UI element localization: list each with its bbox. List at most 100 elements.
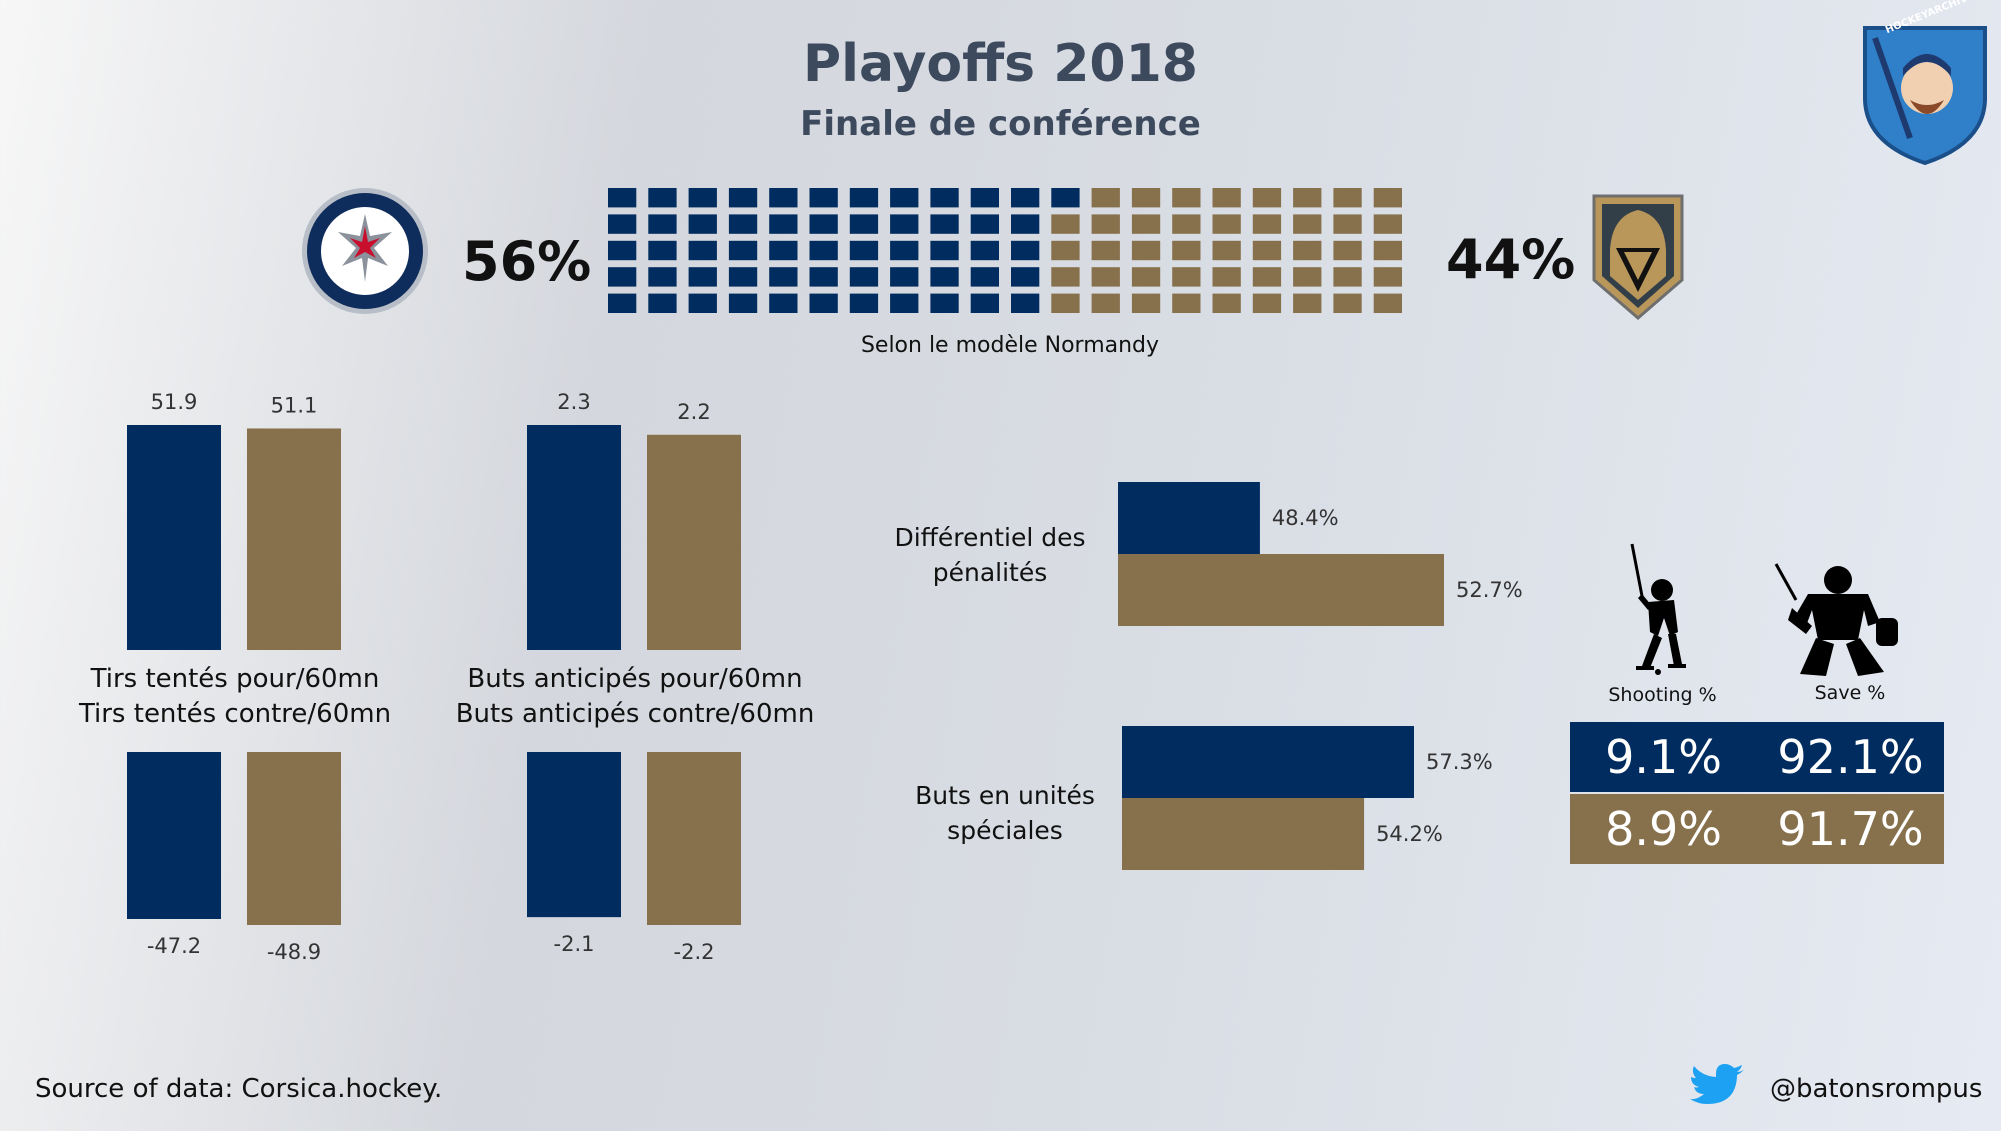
waffle-cell [809, 188, 838, 208]
waffle-cell [1131, 293, 1161, 313]
waffle-cell [1333, 267, 1362, 287]
waffle-cell [608, 240, 637, 261]
waffle-cell [1252, 293, 1282, 313]
waffle-cell [1131, 188, 1161, 208]
waffle-cell [970, 267, 999, 287]
waffle-cell [970, 214, 999, 234]
hbar [1122, 726, 1414, 798]
waffle-cell [1293, 293, 1322, 313]
waffle-cell [1252, 240, 1282, 261]
waffle-cell [1333, 214, 1362, 234]
bar-for [527, 425, 621, 650]
special-teams-label: Buts en unités spéciales [895, 778, 1115, 848]
waffle-cell [728, 214, 758, 234]
special-teams-label-line1: Buts en unités [915, 781, 1095, 810]
waffle-cell [890, 214, 919, 234]
hbar [1118, 482, 1260, 554]
shots-for-label: Tirs tentés pour/60mn [90, 664, 380, 694]
goalie-icon [1772, 560, 1912, 680]
penalty-differential-chart: 48.4% 52.7% [1118, 482, 1598, 626]
waffle-cell [1212, 267, 1241, 287]
waffle-cell [1373, 293, 1402, 313]
model-caption: Selon le modèle Normandy [860, 333, 1160, 358]
bar-for-value: 51.9 [151, 390, 198, 414]
waffle-cell [1373, 214, 1402, 234]
waffle-cell [890, 240, 919, 261]
bar-for-value: 51.1 [271, 393, 318, 417]
waffle-cell [1172, 267, 1201, 287]
waffle-cell [688, 240, 717, 261]
waffle-cell [849, 188, 879, 208]
bar-against [247, 752, 341, 925]
save-pct-header: Save % [1814, 682, 1886, 704]
waffle-cell [1172, 188, 1201, 208]
team2-stats-row: 8.9% 91.7% [1570, 794, 1944, 864]
waffle-cell [809, 214, 838, 234]
waffle-cell [1051, 293, 1080, 313]
waffle-cell [1051, 214, 1080, 234]
bar-for [647, 434, 741, 650]
source-note: Source of data: Corsica.hockey. [35, 1074, 443, 1104]
winnipeg-jets-logo-icon [300, 186, 430, 316]
team2-probability: 44% [1446, 228, 1576, 291]
shooting-pct-header: Shooting % [1608, 684, 1717, 706]
waffle-cell [1131, 240, 1161, 261]
twitter-handle[interactable]: @batonsrompus [1770, 1074, 1983, 1104]
waffle-cell [930, 240, 959, 261]
special-teams-chart: 57.3% 54.2% [1122, 726, 1602, 872]
waffle-cell [1293, 267, 1322, 287]
team2-shooting-pct: 8.9% [1605, 802, 1722, 856]
waffle-cell [809, 293, 838, 313]
waffle-cell [1373, 240, 1402, 261]
waffle-cell [1293, 240, 1322, 261]
twitter-icon[interactable] [1690, 1064, 1746, 1112]
waffle-cell [970, 293, 999, 313]
team1-probability: 56% [462, 230, 592, 293]
waffle-cell [1373, 267, 1402, 287]
waffle-cell [1293, 214, 1322, 234]
bar-for-value: 2.2 [677, 400, 710, 424]
bar-against [527, 752, 621, 918]
bar-for-value: 2.3 [557, 390, 590, 414]
waffle-cell [1011, 240, 1040, 261]
bar-against-value: -2.1 [554, 932, 595, 956]
waffle-cell [688, 188, 717, 208]
waffle-cell [849, 293, 879, 313]
waffle-cell [849, 267, 879, 287]
waffle-cell [1011, 214, 1040, 234]
waffle-cell [688, 293, 717, 313]
xg-for-label: Buts anticipés pour/60mn [467, 664, 803, 694]
waffle-cell [648, 188, 677, 208]
waffle-cell [1011, 293, 1040, 313]
team1-save-pct: 92.1% [1777, 730, 1924, 784]
shots-attempted-chart: 51.9 -47.2 51.1 -48.9 [100, 380, 430, 964]
waffle-cell [1051, 240, 1080, 261]
waffle-cell [1333, 240, 1362, 261]
hbar [1122, 798, 1365, 870]
bar-against-value: -47.2 [147, 934, 201, 958]
waffle-cell [1091, 293, 1120, 313]
waffle-cell [1252, 188, 1282, 208]
shooter-icon [1612, 540, 1702, 680]
xg-against-label: Buts anticipés contre/60mn [455, 699, 815, 729]
bar-against [127, 752, 221, 919]
probability-waffle [608, 188, 1414, 320]
waffle-cell [688, 267, 717, 287]
waffle-cell [688, 214, 717, 234]
waffle-cell [809, 267, 838, 287]
waffle-cell [608, 188, 637, 208]
bar-against-value: -48.9 [267, 940, 321, 960]
waffle-cell [1051, 267, 1080, 287]
bar-against [647, 752, 741, 925]
waffle-cell [890, 293, 919, 313]
waffle-cell [1212, 240, 1241, 261]
vegas-golden-knights-logo-icon [1588, 192, 1688, 322]
waffle-cell [1091, 214, 1120, 234]
waffle-cell [1333, 293, 1362, 313]
page-subtitle: Finale de conférence [800, 104, 1201, 144]
waffle-cell [769, 188, 798, 208]
waffle-cell [608, 293, 637, 313]
waffle-cell [608, 267, 637, 287]
waffle-cell [1091, 240, 1120, 261]
hbar-value: 48.4% [1272, 506, 1339, 530]
